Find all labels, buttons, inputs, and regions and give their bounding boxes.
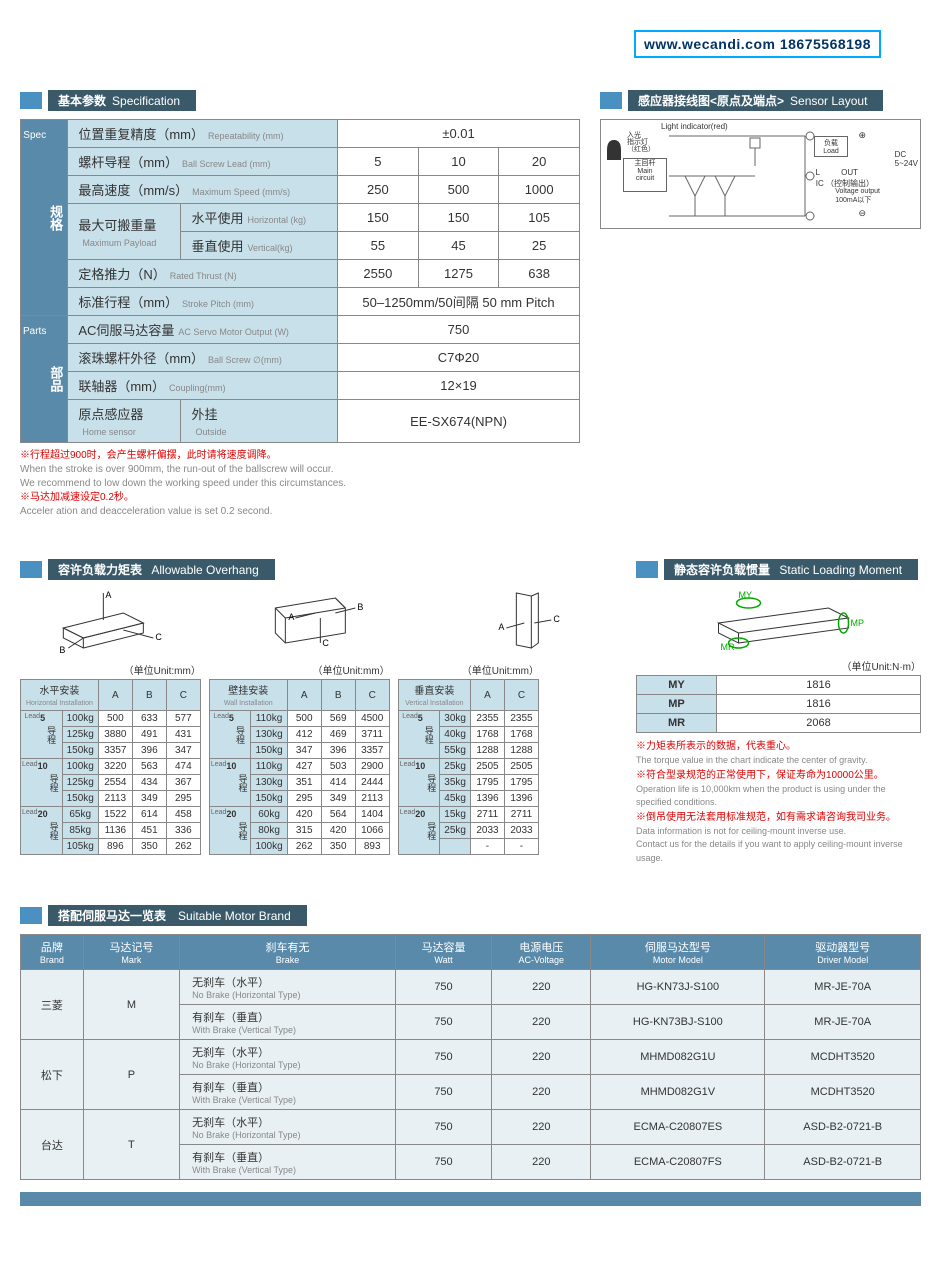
static-diagram: MY MP MR (636, 588, 921, 658)
svg-text:MP: MP (851, 618, 865, 628)
svg-text:A: A (105, 590, 111, 600)
overhang-tables: （单位Unit:mm）水平安装Horizontal InstallationAB… (20, 662, 620, 855)
svg-text:B: B (357, 602, 363, 612)
svg-text:B: B (59, 645, 65, 655)
svg-text:C: C (155, 632, 162, 642)
svg-text:MR: MR (721, 642, 735, 652)
svg-text:A: A (499, 622, 505, 632)
svg-text:C: C (322, 638, 329, 648)
watermark: www.wecandi.com 18675568198 (634, 30, 881, 58)
svg-text:A: A (288, 612, 294, 622)
overhang-header: 容许负载力矩表 Allowable Overhang (20, 559, 620, 580)
static-table: MY1816MP1816MR2068 (636, 675, 921, 733)
svg-text:C: C (554, 614, 561, 624)
svg-text:MY: MY (739, 590, 753, 600)
motor-header: 搭配伺服马达一览表Suitable Motor Brand (20, 905, 921, 926)
spec-notes: ※行程超过900时，会产生螺杆偏摆，此时请将速度调降。When the stro… (20, 449, 580, 519)
overhang-diagrams: A C B A B C A C (20, 588, 620, 658)
motor-table: 品牌Brand马达记号Mark刹车有无Brake马达容量Watt电源电压AC-V… (20, 934, 921, 1180)
sensor-header: 感应器接线图<原点及端点>Sensor Layout (600, 90, 921, 111)
spec-table: 规格Spec位置重复精度（mm）Repeatability (mm)±0.01螺… (20, 119, 580, 443)
sensor-diagram: Light indicator(red) 入光 指示灯 （红色） 主回杆Main… (600, 119, 921, 229)
page-footer (20, 1192, 921, 1206)
static-unit: （单位Unit:N·m） (636, 658, 921, 673)
spec-header: 基本参数Specification (20, 90, 580, 111)
static-notes: ※力矩表所表示的数据，代表重心。The torque value in the … (636, 739, 921, 865)
static-header: 静态容许负载惯量 Static Loading Moment (636, 559, 921, 580)
